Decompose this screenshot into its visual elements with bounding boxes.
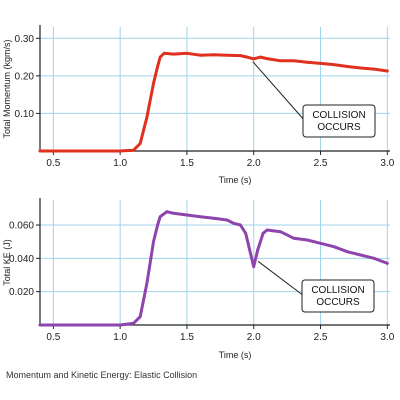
y-tick-label: 0.060 [9,221,34,232]
data-point [198,215,202,219]
data-point [332,63,336,66]
data-point [172,211,176,215]
x-tick-label: 2.0 [247,158,261,169]
data-point [292,236,296,240]
data-point [132,148,135,152]
data-point [239,223,242,227]
data-point [38,323,42,327]
series-line [38,51,389,153]
data-point [118,323,122,327]
y-tick-label: 0.20 [15,71,35,82]
x-tick-label: 1.0 [113,158,127,169]
data-point [252,265,256,269]
y-tick-label: 0.020 [9,287,34,298]
data-point [132,321,135,325]
x-tick-label: 3.0 [380,158,394,169]
data-point [259,55,262,59]
data-point [372,67,376,71]
data-point [245,55,249,59]
data-point [359,253,362,257]
x-tick-label: 1.0 [113,332,127,343]
data-point [212,53,216,57]
x-tick-label: 1.5 [180,158,194,169]
data-point [385,69,389,73]
figure-caption: Momentum and Kinetic Energy: Elastic Col… [6,370,198,380]
data-point [185,213,189,217]
data-point [225,53,229,57]
data-point [156,65,160,68]
data-point [319,241,322,245]
data-point [172,52,176,56]
data-point [265,57,269,60]
data-point [385,261,389,265]
data-point [261,231,265,235]
data-point [158,55,162,59]
data-point [345,250,349,254]
data-point [165,210,169,214]
data-point [279,59,282,63]
data-point [279,230,282,234]
data-point [118,149,122,153]
data-point [248,248,252,252]
annotation-text: OCCURS [317,122,361,133]
data-point [239,54,242,57]
data-point [138,142,142,145]
data-point [305,60,309,64]
annotation-box [301,279,375,313]
data-point [198,53,202,57]
data-point [225,218,229,222]
data-point [305,238,309,242]
annotation-box [302,104,376,138]
annotation-leader-line [252,61,306,122]
chart-panel-1: 0.5 1.0 1.5 2.0 2.5 3.0 0.10 0.20 0.30 Time (s) To… [2,25,395,185]
x-tick-label: 2.5 [314,158,328,169]
data-point [332,245,336,249]
chart-panel-2: 0.5 1.0 1.5 2.0 2.5 3.0 0.020 0.040 0.060 Time (s… [2,198,395,360]
y-tick-label: 0.040 [9,254,34,265]
annotation-text: COLLISION [312,110,365,121]
data-point [319,62,322,65]
annotation-text: COLLISION [311,285,364,296]
y-axis-label: Total KE (J) [2,239,12,286]
data-point [152,82,155,85]
data-point [185,51,189,55]
x-axis-label: Time (s) [219,350,252,360]
annotation-leader-line [257,260,305,297]
x-axis-label: Time (s) [219,175,252,185]
data-point [145,115,149,119]
x-tick-label: 2.5 [314,332,328,343]
x-tick-label: 2.0 [247,332,261,343]
x-tick-label: 0.5 [46,158,60,169]
data-point [359,66,362,70]
y-tick-label: 0.10 [15,109,35,120]
annotation-text: OCCURS [316,297,360,308]
data-point [244,231,248,235]
data-point [232,221,236,225]
data-point [152,240,155,244]
data-point [212,216,216,220]
data-point [156,223,160,227]
x-tick-label: 3.0 [380,332,394,343]
data-point [138,315,142,319]
y-tick-label: 0.30 [15,34,35,45]
data-point [252,57,256,61]
data-point [158,215,162,219]
data-point [345,65,349,68]
data-point [145,281,149,285]
data-point [265,228,269,232]
data-point [256,248,260,252]
data-point [38,149,42,153]
x-tick-label: 0.5 [46,332,60,343]
y-axis-label: Total Momentum (kgm/s) [2,39,12,138]
x-tick-label: 1.5 [180,332,194,343]
data-point [162,51,166,55]
data-point [292,59,296,63]
data-point [372,256,376,260]
